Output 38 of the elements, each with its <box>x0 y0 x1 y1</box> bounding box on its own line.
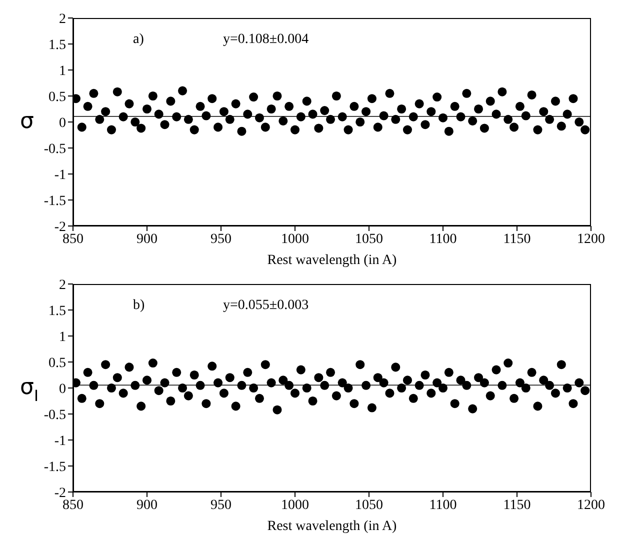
x-tick-label: 900 <box>136 498 158 513</box>
y-tick-label: -1 <box>54 434 66 449</box>
x-tick-label: 1050 <box>355 498 383 513</box>
x-tick-label: 1150 <box>503 232 531 247</box>
y-tick-label: -1 <box>54 168 66 183</box>
y-tick-label: 0 <box>59 116 66 131</box>
annotation: b) <box>133 298 145 314</box>
x-tick-label: 1050 <box>355 232 383 247</box>
x-tick-label: 1100 <box>429 232 457 247</box>
x-tick-label: 1150 <box>503 498 531 513</box>
x-tick-label: 1000 <box>281 498 309 513</box>
y-tick-label: 1.5 <box>48 38 66 53</box>
x-tick-label: 950 <box>210 232 232 247</box>
y-tick-label: 1 <box>59 330 66 345</box>
y-tick-label: 0 <box>59 382 66 397</box>
y-tick-label: 2 <box>59 12 66 27</box>
annotation: a) <box>133 32 144 48</box>
annotation: y=0.055±0.003 <box>223 298 309 314</box>
annotation: y=0.108±0.004 <box>223 32 309 48</box>
x-axis-title: Rest wavelength (in A) <box>267 253 398 268</box>
x-tick-label: 1000 <box>281 232 309 247</box>
y-axis-title: σ <box>20 109 34 134</box>
x-tick-label: 900 <box>136 232 158 247</box>
y-tick-label: 0.5 <box>48 356 66 371</box>
y-tick-label: 2 <box>59 278 66 293</box>
y-tick-label: -0.5 <box>44 408 66 423</box>
x-tick-label: 950 <box>210 498 232 513</box>
y-tick-label: -1.5 <box>44 194 66 209</box>
y-tick-label: 1.5 <box>48 304 66 319</box>
y-tick-label: 0.5 <box>48 90 66 105</box>
x-tick-label: 1200 <box>577 232 605 247</box>
y-tick-label: -1.5 <box>44 460 66 475</box>
y-tick-label: -0.5 <box>44 142 66 157</box>
y-axis-title: σ$_{I}$ <box>20 375 38 406</box>
x-axis-title: Rest wavelength (in A) <box>267 519 398 534</box>
x-tick-label: 1100 <box>429 498 457 513</box>
x-tick-label: 1200 <box>577 498 605 513</box>
y-tick-label: 1 <box>59 64 66 79</box>
